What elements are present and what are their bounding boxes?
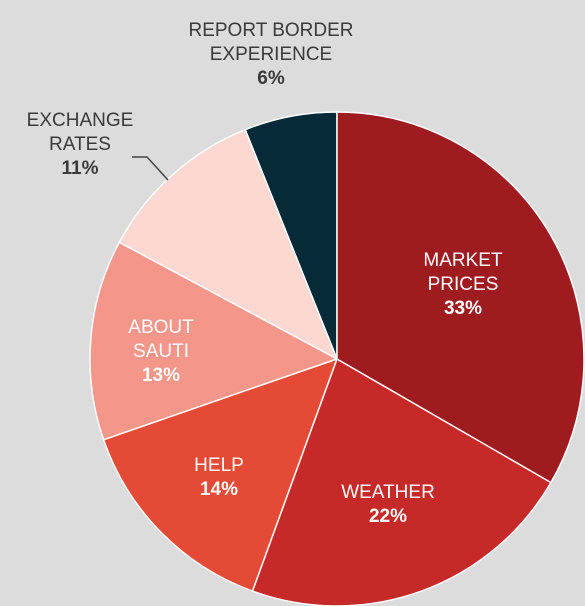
value-label: 22%	[368, 506, 408, 527]
slice-label: ABOUT SAUTI 13%	[116, 316, 206, 388]
slice	[251, 357, 552, 606]
category-label: HELP	[194, 455, 244, 476]
slice-label: HELP 14%	[169, 454, 269, 502]
slice	[89, 241, 339, 441]
slice-label: MARKET PRICES 33%	[398, 249, 528, 321]
value-label: 13%	[141, 365, 181, 386]
category-label: MARKET PRICES	[423, 250, 503, 295]
category-label: WEATHER	[341, 482, 435, 503]
slice-label: REPORT BORDER EXPERIENCE 6%	[176, 19, 366, 91]
category-label: EXCHANGE RATES	[26, 110, 134, 155]
category-label: REPORT BORDER EXPERIENCE	[188, 20, 354, 65]
value-label: 33%	[443, 298, 483, 319]
leader-line	[132, 156, 169, 181]
slice	[118, 128, 339, 361]
slice	[102, 357, 339, 593]
category-label: ABOUT SAUTI	[128, 317, 194, 362]
slice	[336, 111, 585, 484]
slice-label: EXCHANGE RATES 11%	[15, 109, 145, 181]
value-label: 6%	[257, 68, 285, 89]
value-label: 14%	[199, 479, 239, 500]
value-label: 11%	[61, 158, 99, 179]
slice-label: WEATHER 22%	[323, 481, 453, 529]
